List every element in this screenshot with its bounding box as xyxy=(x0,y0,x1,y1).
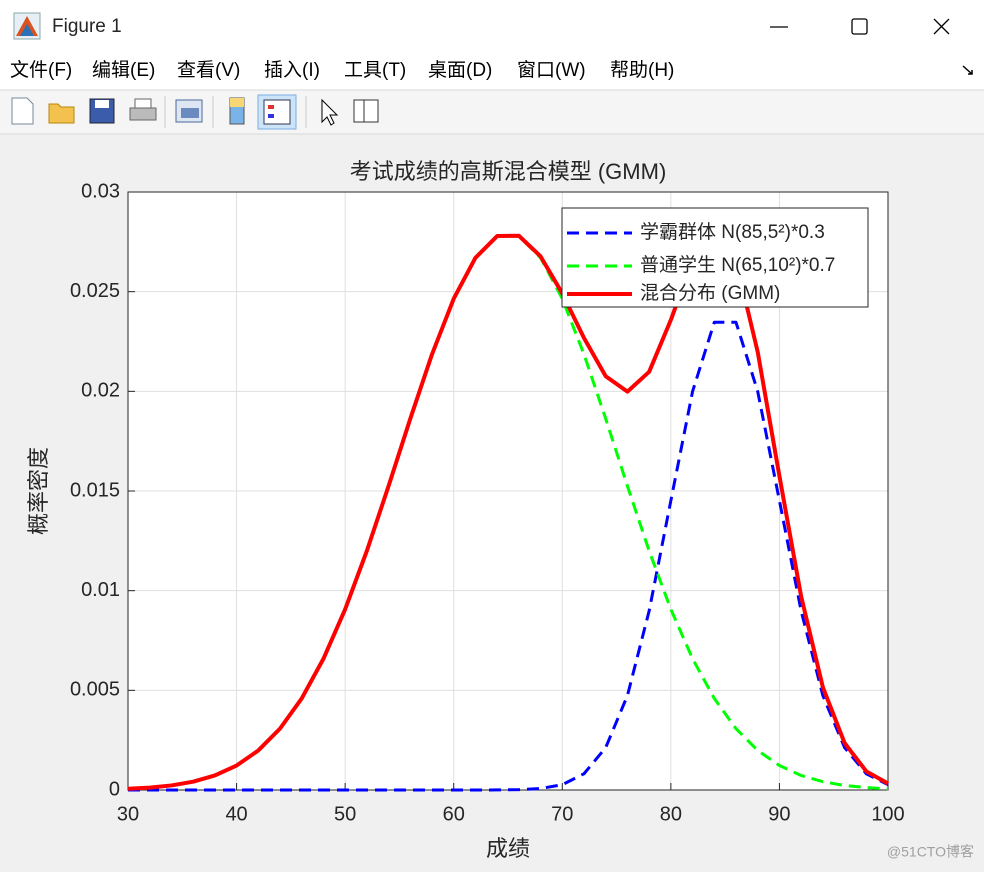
y-tick-label: 0.005 xyxy=(70,679,120,701)
link-button[interactable] xyxy=(175,99,203,123)
y-tick-label: 0.015 xyxy=(70,479,120,501)
app-icon xyxy=(13,12,41,40)
y-tick-label: 0.025 xyxy=(70,280,120,302)
open-button[interactable] xyxy=(48,103,75,124)
legend-box xyxy=(561,207,869,308)
x-tick-label: 50 xyxy=(334,803,356,825)
x-tick-label: 80 xyxy=(660,803,682,825)
menu-item[interactable]: 编辑(E) xyxy=(92,59,155,81)
menu-item[interactable]: 文件(F) xyxy=(10,59,72,81)
window-title: Figure 1 xyxy=(52,16,122,37)
menu-dock[interactable] xyxy=(962,65,973,75)
data-line xyxy=(128,320,889,792)
pointer-button[interactable] xyxy=(321,98,339,126)
menu-item[interactable]: 工具(T) xyxy=(344,60,406,81)
data-line xyxy=(127,228,889,791)
save-button[interactable] xyxy=(89,98,115,124)
print-button[interactable] xyxy=(129,98,157,121)
x-tick-label: 30 xyxy=(117,803,139,825)
x-tick-label: 90 xyxy=(768,803,790,825)
y-tick-label: 0.02 xyxy=(81,380,120,402)
y-tick-label: 0.03 xyxy=(81,180,120,202)
y-axis-label: 概率密度 xyxy=(26,447,51,535)
x-tick-label: 70 xyxy=(551,803,573,825)
plot: 30 40 50 60 70 80 90 100 0 0.005 0.01 0.015 0.02 0.02… xyxy=(70,180,905,825)
legend-label: 学霸群体 N(85,5²)*0.3 xyxy=(640,221,825,243)
colorbar-button[interactable] xyxy=(229,97,245,125)
y-tick-label: 0.01 xyxy=(81,579,120,601)
menu-item[interactable]: 桌面(D) xyxy=(428,59,492,81)
menu-item[interactable]: 插入(I) xyxy=(264,59,320,81)
x-tick-label: 40 xyxy=(225,803,247,825)
title-bar xyxy=(0,0,984,50)
menu-item[interactable]: 帮助(H) xyxy=(610,59,674,81)
maximize-button[interactable] xyxy=(851,18,868,35)
property-button[interactable] xyxy=(353,99,379,123)
x-axis-label: 成绩 xyxy=(486,836,530,861)
menu-item[interactable]: 查看(V) xyxy=(177,59,240,81)
axes-box xyxy=(127,191,889,791)
watermark: @51CTO博客 xyxy=(887,844,974,860)
toolbar xyxy=(0,90,984,134)
legend-label: 普通学生 N(65,10²)*0.7 xyxy=(640,254,835,276)
chart-title: 考试成绩的高斯混合模型 (GMM) xyxy=(350,159,667,184)
legend-label: 混合分布 (GMM) xyxy=(640,282,780,304)
menu-item[interactable]: 窗口(W) xyxy=(517,59,586,81)
x-tick-label: 100 xyxy=(871,803,904,825)
close-button[interactable] xyxy=(933,18,950,35)
menu-group: 文件(F) 编辑(E) 查看(V) 插入(I) 工具(T) 桌面(D) 窗口(W) 帮助(H) xyxy=(10,59,674,81)
x-tick-label: 60 xyxy=(443,803,465,825)
legend-button[interactable] xyxy=(257,94,297,130)
y-tick-label: 0 xyxy=(109,778,120,800)
menu-bar xyxy=(0,50,984,90)
new-button[interactable] xyxy=(11,97,34,125)
